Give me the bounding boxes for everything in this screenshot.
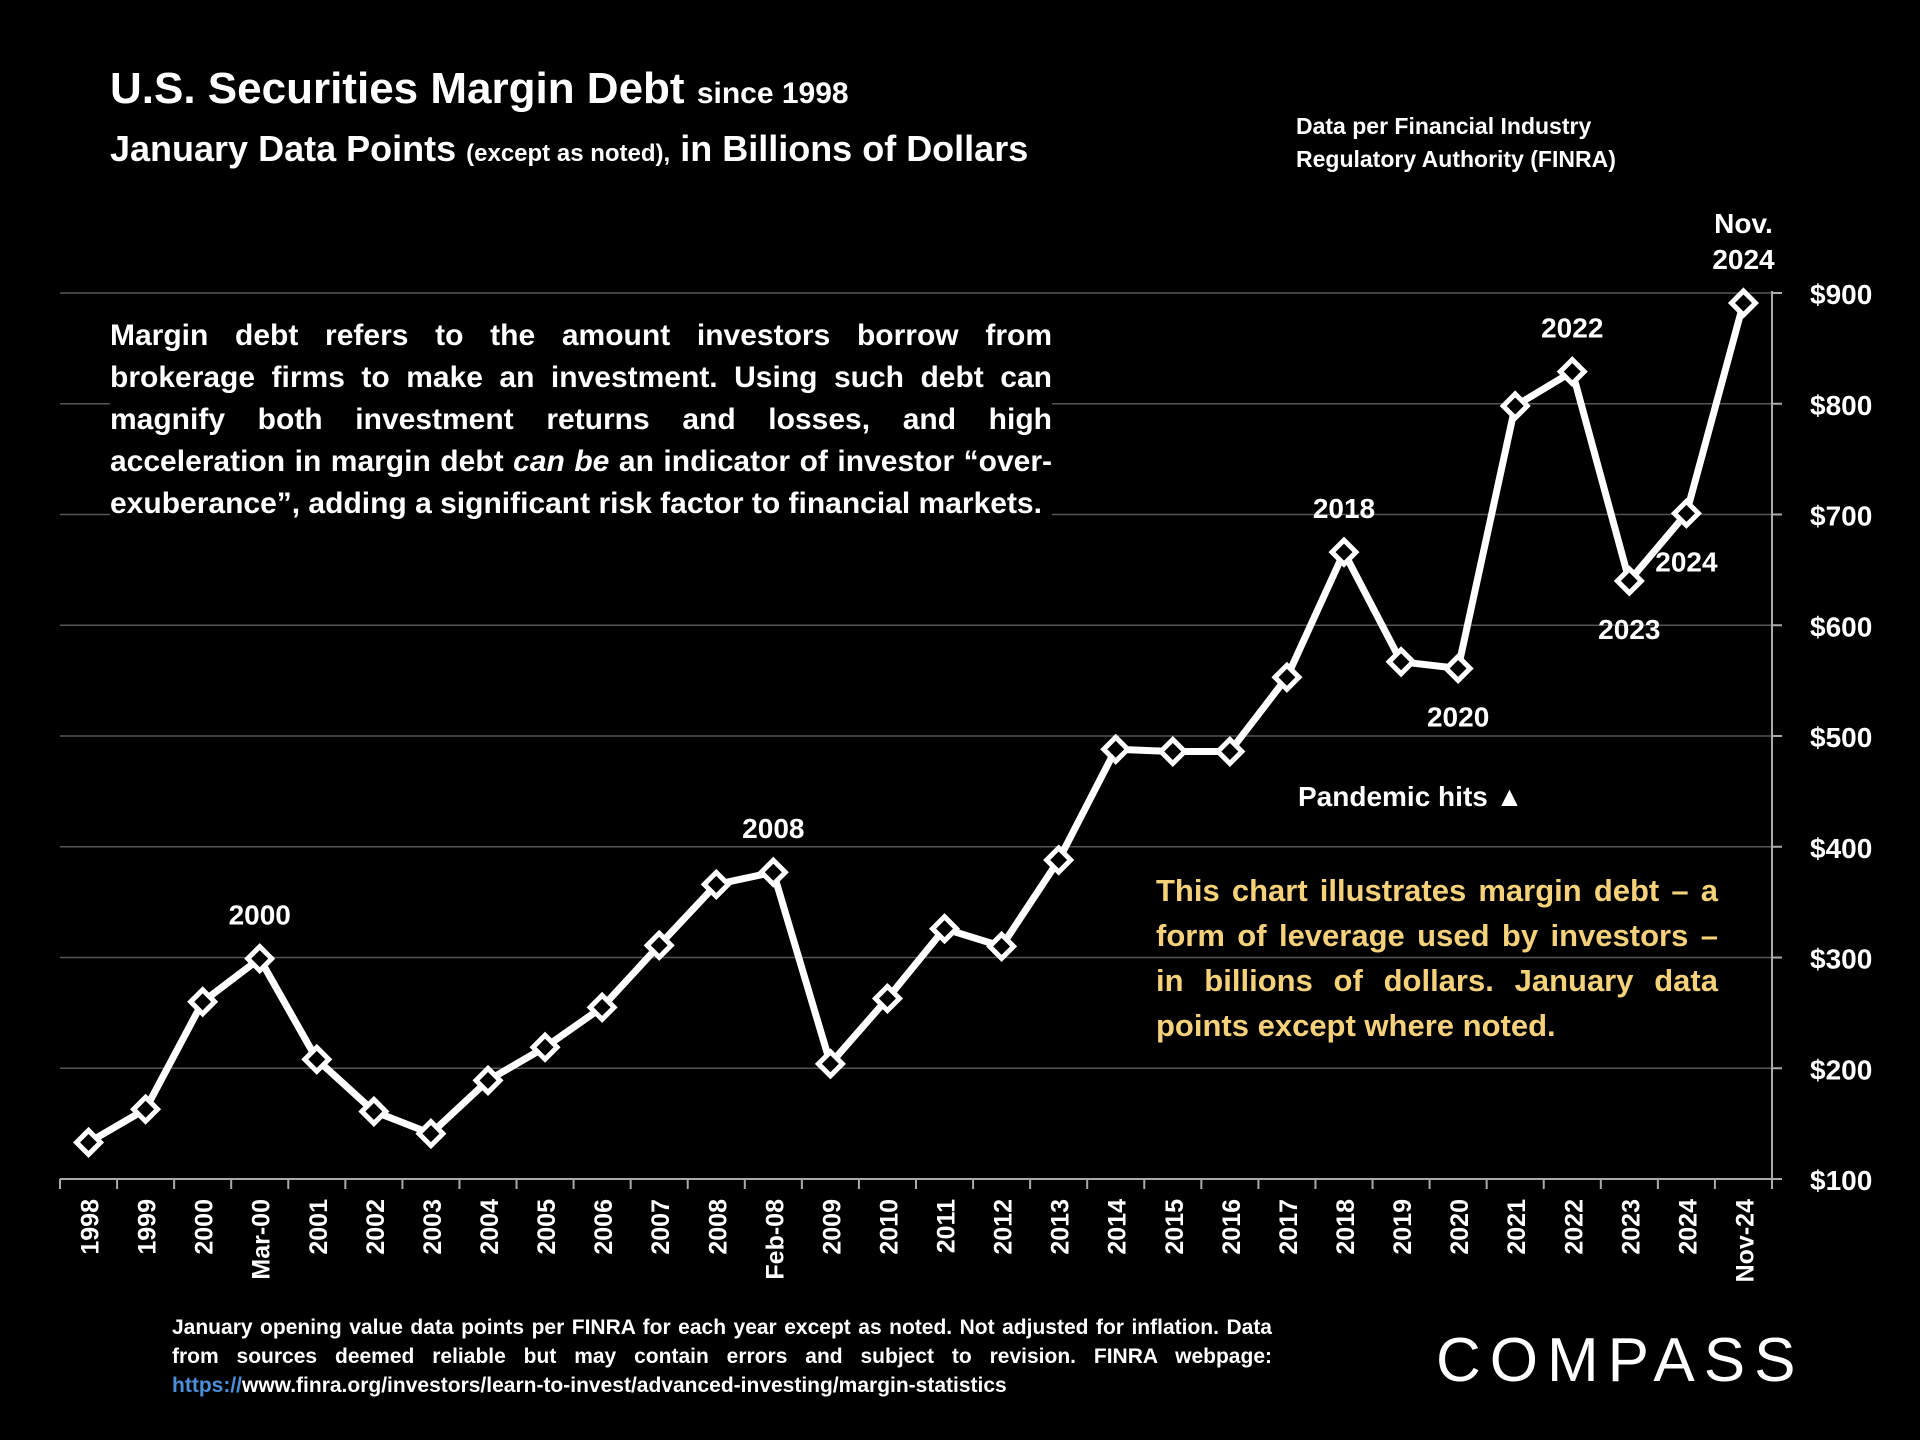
x-tick-label: 1998 — [77, 1199, 105, 1255]
data-point — [1670, 497, 1702, 529]
data-point — [1385, 646, 1417, 678]
y-tick-label: $400 — [1810, 833, 1872, 864]
chart-subtitle: January Data Points (except as noted), i… — [110, 128, 1029, 169]
x-tick-label: 2018 — [1332, 1199, 1360, 1255]
description-emphasis: can be — [513, 445, 610, 478]
callout-text: This chart illustrates margin debt – a f… — [1156, 873, 1718, 1043]
x-tick-label: 2014 — [1104, 1199, 1132, 1255]
data-point — [1157, 735, 1189, 768]
x-tick-label: 2007 — [647, 1199, 675, 1255]
y-tick-label: $100 — [1810, 1165, 1872, 1196]
x-tick-label: Nov-24 — [1731, 1199, 1759, 1282]
finra-link-protocol[interactable]: https:// — [172, 1374, 242, 1397]
data-point — [1328, 536, 1360, 568]
data-point — [358, 1095, 390, 1127]
data-point — [757, 856, 789, 888]
point-annotation: 2024 — [1712, 244, 1775, 275]
data-point — [700, 868, 732, 900]
x-tick-label: 2002 — [362, 1199, 390, 1255]
data-point — [529, 1031, 561, 1063]
point-annotation: 2022 — [1541, 313, 1603, 344]
point-annotation: 2008 — [742, 813, 804, 844]
x-tick-label: 2020 — [1446, 1199, 1474, 1255]
data-source: Data per Financial Industry Regulatory Au… — [1296, 113, 1616, 172]
point-annotation: 2023 — [1598, 614, 1660, 645]
x-tick-label: 2024 — [1674, 1199, 1702, 1255]
x-tick-label: Feb-08 — [761, 1199, 789, 1280]
x-tick-label: 2016 — [1218, 1199, 1246, 1255]
data-point — [1271, 661, 1303, 693]
y-tick-label: $900 — [1810, 279, 1872, 310]
data-point — [1727, 287, 1760, 319]
data-point — [72, 1126, 105, 1158]
point-annotation: 2018 — [1313, 493, 1375, 524]
x-tick-label: 2019 — [1389, 1199, 1417, 1255]
footer-note: January opening value data points per FI… — [172, 1316, 1272, 1397]
data-point — [130, 1093, 162, 1125]
data-point — [244, 943, 276, 975]
x-tick-label: 2021 — [1503, 1199, 1531, 1255]
series-line — [86, 302, 1747, 1146]
data-point — [1556, 356, 1588, 388]
x-tick-label: 2013 — [1047, 1199, 1075, 1255]
y-tick-label: $800 — [1810, 390, 1872, 421]
y-tick-label: $600 — [1810, 611, 1872, 642]
y-tick-label: $300 — [1810, 944, 1872, 975]
pandemic-annotation: Pandemic hits ▲ — [1298, 781, 1523, 812]
y-tick-label: $500 — [1810, 722, 1872, 753]
point-annotation: 2024 — [1655, 546, 1718, 577]
data-point — [1442, 652, 1474, 684]
x-tick-label: 2008 — [704, 1199, 732, 1255]
data-point — [1499, 390, 1531, 422]
compass-logo: COMPASS — [1436, 1326, 1805, 1395]
x-tick-label: Mar-00 — [248, 1199, 276, 1280]
x-tick-label: 2000 — [191, 1199, 219, 1255]
x-tick-label: 2011 — [933, 1199, 961, 1253]
x-tick-label: 2023 — [1617, 1199, 1645, 1255]
point-annotation: 2020 — [1427, 701, 1489, 732]
y-tick-label: $200 — [1810, 1054, 1872, 1085]
data-point — [814, 1048, 846, 1080]
point-annotation: 2000 — [229, 900, 291, 931]
data-point — [871, 982, 904, 1015]
point-annotation: Nov. — [1714, 208, 1773, 239]
data-point — [187, 986, 219, 1018]
data-point — [415, 1118, 447, 1150]
description-text: Margin debt refers to the amount investo… — [110, 315, 1052, 525]
x-tick-label: 2009 — [818, 1199, 846, 1255]
data-point — [928, 913, 961, 945]
data-point — [1100, 733, 1132, 765]
x-tick-label: 2006 — [590, 1199, 618, 1255]
data-point — [1214, 735, 1246, 768]
x-tick-label: 2004 — [476, 1199, 504, 1255]
x-tick-label: 2005 — [533, 1199, 561, 1255]
data-point — [1043, 844, 1075, 876]
title-since: since 1998 — [696, 77, 849, 110]
y-tick-label: $700 — [1810, 501, 1872, 532]
data-point — [301, 1043, 333, 1075]
x-tick-label: 2022 — [1560, 1199, 1588, 1255]
x-tick-label: 2017 — [1275, 1199, 1303, 1255]
data-point — [1613, 565, 1645, 597]
x-tick-label: 2001 — [305, 1199, 333, 1255]
subtitle-note: (except as noted), — [466, 140, 671, 167]
x-tick-label: 2003 — [419, 1199, 447, 1255]
data-point — [472, 1064, 504, 1096]
x-tick-label: 2010 — [875, 1199, 903, 1255]
x-tick-label: 1999 — [134, 1199, 162, 1255]
data-point — [986, 930, 1018, 962]
data-point — [643, 929, 675, 961]
x-tick-label: 2015 — [1161, 1199, 1189, 1255]
x-tick-label: 2012 — [990, 1199, 1018, 1255]
data-point — [586, 991, 618, 1023]
chart-title: U.S. Securities Margin Debt since 1998 — [110, 64, 849, 113]
finra-link-path[interactable]: www.finra.org/investors/learn-to-invest/… — [241, 1374, 1007, 1397]
